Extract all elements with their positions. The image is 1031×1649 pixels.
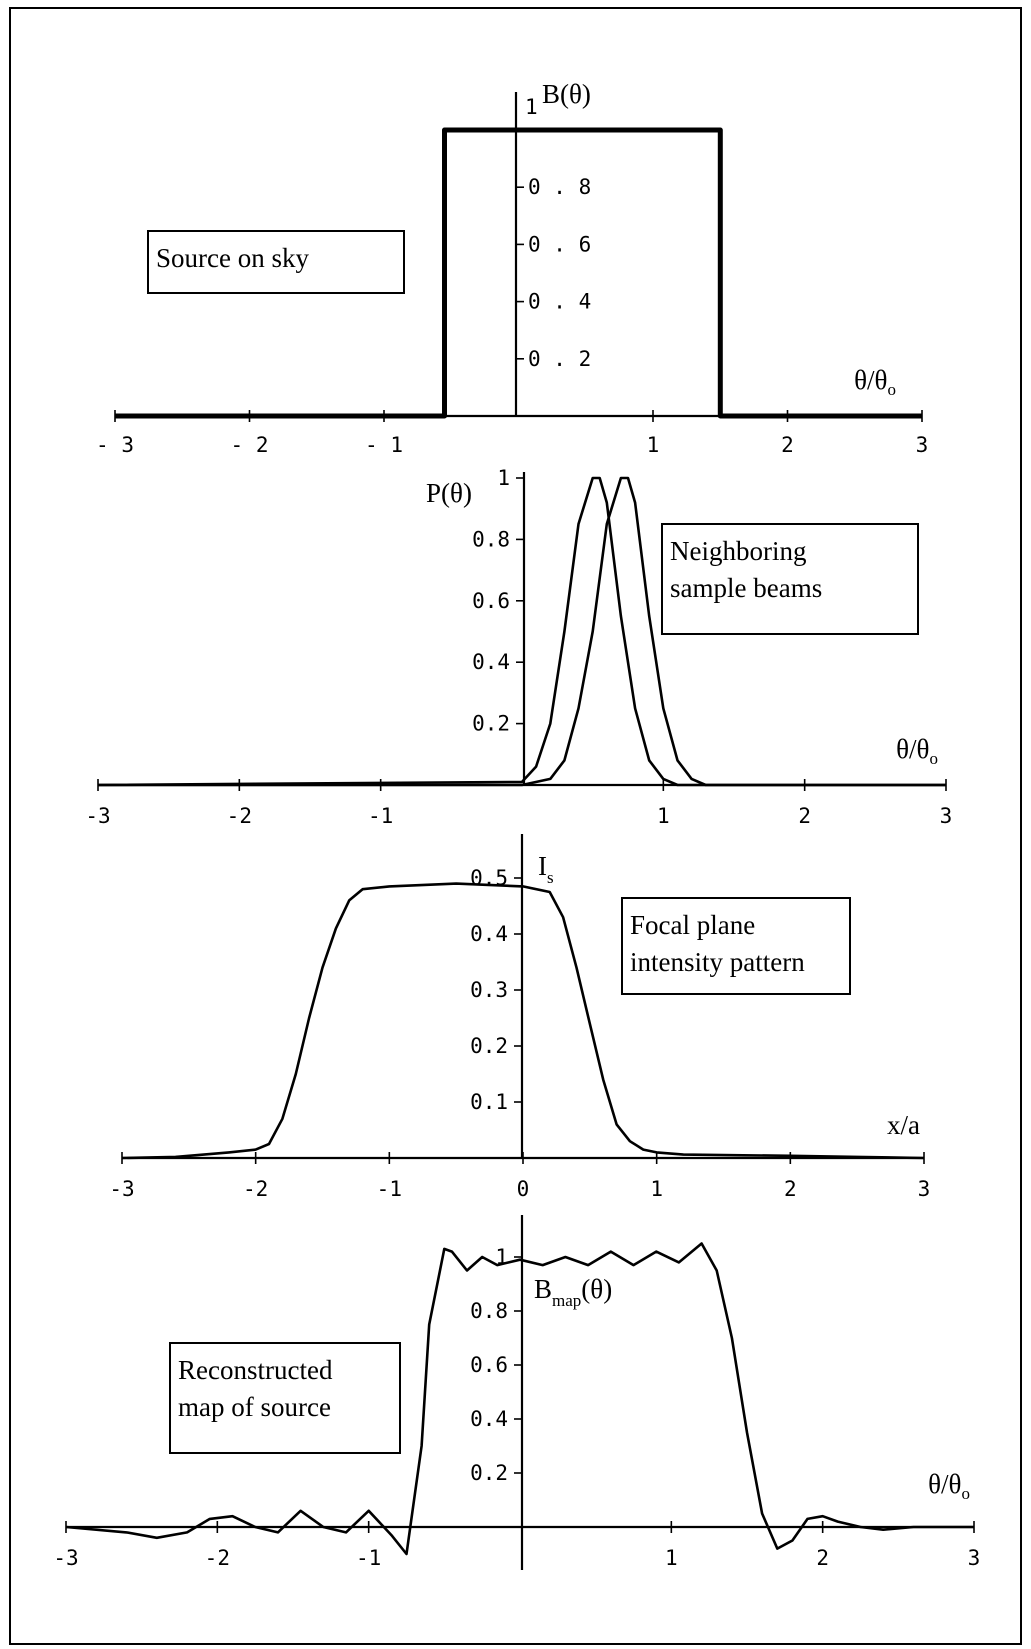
y-tick-label: 0 . 6 <box>528 232 591 256</box>
x-tick-label: 3 <box>940 804 953 828</box>
x-axis-label: θ/θo <box>854 365 896 399</box>
x-axis-label-main: x/a <box>887 1110 920 1140</box>
annotation-box <box>661 523 919 635</box>
y-axis-label-sub: s <box>547 868 554 887</box>
x-tick-label: 1 <box>665 1546 678 1570</box>
x-tick-label: - 3 <box>96 433 134 457</box>
x-tick-label: -2 <box>205 1546 230 1570</box>
y-tick-label: 0.2 <box>470 1461 508 1485</box>
y-tick-label: 0 . 2 <box>528 347 591 371</box>
annotation-text: Reconstructed <box>178 1355 333 1385</box>
chart-panel-4: -3 -2 -1 1 2 30.20.40.60.81Bmap(θ)θ/θoReconst… <box>53 1215 980 1570</box>
x-axis-label-main: θ/θ <box>896 734 929 764</box>
y-axis-label-main: P(θ) <box>426 478 472 508</box>
y-tick-label: 0.4 <box>472 650 510 674</box>
annotation-text: map of source <box>178 1392 331 1422</box>
panels: - 3- 2- 1 1 2 30 . 20 . 40 . 60 . 81 B(θ)θ/θ… <box>53 79 980 1570</box>
annotation-text: Focal plane <box>630 910 755 940</box>
annotation-text: sample beams <box>670 573 822 603</box>
figure-frame <box>9 7 1022 1645</box>
y-tick-label: 0.8 <box>470 1299 508 1323</box>
x-tick-label: 0 <box>517 1177 530 1201</box>
series-line-1 <box>65 1242 974 1556</box>
x-axis-label-main: θ/θ <box>928 1469 961 1499</box>
y-tick-label: 1 <box>525 95 538 119</box>
y-tick-label: 0 . 8 <box>528 175 591 199</box>
x-tick-label: -1 <box>368 804 393 828</box>
y-tick-label: 0.8 <box>472 527 510 551</box>
y-axis-label-tail: (θ) <box>581 1274 612 1304</box>
x-tick-label: 1 <box>657 804 670 828</box>
x-axis-label: θ/θo <box>896 734 938 768</box>
x-tick-label: -1 <box>377 1177 402 1201</box>
series-line-1 <box>115 127 922 419</box>
x-tick-label: 3 <box>916 433 929 457</box>
annotation-text: intensity pattern <box>630 947 805 977</box>
y-axis-label: P(θ) <box>426 478 472 508</box>
y-tick-label: 0.1 <box>470 1090 508 1114</box>
y-axis-label-sub: map <box>552 1291 581 1310</box>
x-tick-label: 1 <box>647 433 660 457</box>
x-tick-label: 2 <box>798 804 811 828</box>
y-axis-label: Is <box>538 851 554 887</box>
x-tick-label: -3 <box>85 804 110 828</box>
annotation-text: Source on sky <box>156 243 309 273</box>
series-line-1 <box>97 476 946 787</box>
y-tick-label: 0 . 4 <box>528 290 591 314</box>
y-tick-label: 1 <box>497 466 510 490</box>
x-tick-label: 2 <box>816 1546 829 1570</box>
annotation-text: Neighboring <box>670 536 806 566</box>
x-axis-label-sub: o <box>888 380 897 399</box>
x-axis-label-main: θ/θ <box>854 365 887 395</box>
y-axis-label-main: B <box>534 1274 552 1304</box>
y-axis-label-main: I <box>538 851 547 881</box>
chart-panel-1: - 3- 2- 1 1 2 30 . 20 . 40 . 60 . 81 B(θ)θ/θ… <box>96 79 928 457</box>
x-tick-label: -2 <box>243 1177 268 1201</box>
annotation-box <box>147 230 405 294</box>
y-tick-label: 0.2 <box>470 1034 508 1058</box>
y-axis-label-main: B(θ) <box>542 79 591 109</box>
x-tick-label: -2 <box>227 804 252 828</box>
x-tick-label: -1 <box>356 1546 381 1570</box>
series-line-1 <box>121 882 925 1160</box>
y-tick-label: 0.3 <box>470 978 508 1002</box>
chart-panel-2: -3 -2 -1 1 2 3 0.2 0.4 0.6 0.8 1 P(θ) θ/θo Neighborin… <box>85 466 952 828</box>
y-tick-label: 0.6 <box>472 589 510 613</box>
x-tick-label: 1 <box>650 1177 663 1201</box>
y-tick-label: 0.6 <box>470 1353 508 1377</box>
series-line-2 <box>98 476 946 787</box>
x-axis-label-sub: o <box>930 749 939 768</box>
y-tick-label: 0.4 <box>470 922 508 946</box>
y-axis-label: B(θ) <box>542 79 591 109</box>
x-axis-label-sub: o <box>962 1484 971 1503</box>
x-tick-label: 3 <box>918 1177 931 1201</box>
x-axis-label: θ/θo <box>928 1469 970 1503</box>
x-tick-label: 3 <box>968 1546 981 1570</box>
annotation-box <box>621 897 851 995</box>
x-tick-label: 2 <box>781 433 794 457</box>
annotation-box <box>169 1342 401 1454</box>
x-tick-label: 2 <box>784 1177 797 1201</box>
x-tick-label: - 2 <box>231 433 269 457</box>
x-tick-label: -3 <box>53 1546 78 1570</box>
y-tick-label: 0.2 <box>472 712 510 736</box>
x-tick-label: -3 <box>109 1177 134 1201</box>
y-axis-label: Bmap(θ) <box>534 1274 612 1310</box>
x-axis-label: x/a <box>887 1110 920 1140</box>
x-tick-label: - 1 <box>365 433 403 457</box>
y-tick-label: 0.4 <box>470 1407 508 1431</box>
